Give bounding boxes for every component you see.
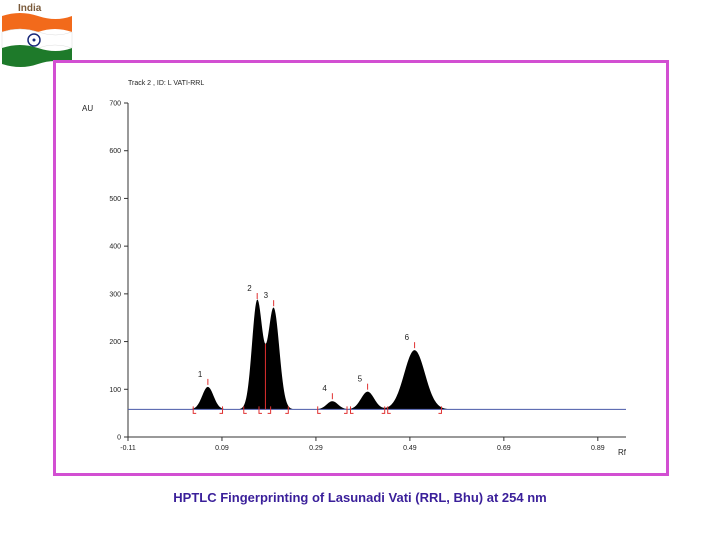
chart-caption: HPTLC Fingerprinting of Lasunadi Vati (R… — [173, 490, 547, 505]
peak-area-fill — [128, 299, 455, 410]
peak-3-boundary — [285, 406, 289, 414]
x-tick-label: 0.89 — [591, 445, 605, 452]
y-tick-label: 600 — [109, 148, 121, 155]
peak-2-boundary — [243, 406, 247, 414]
chart-track-title: Track 2 , ID: L VATI-RRL — [128, 80, 204, 87]
peak-4-boundary — [344, 406, 348, 414]
peak-3-label: 3 — [264, 291, 269, 300]
y-tick-label: 700 — [109, 101, 121, 108]
x-tick-label: 0.09 — [215, 445, 229, 452]
peak-2-boundary — [267, 406, 272, 414]
y-tick-label: 100 — [109, 387, 121, 394]
peak-4-label: 4 — [322, 384, 327, 393]
peak-4-boundary — [317, 406, 321, 414]
peak-1-label: 1 — [198, 370, 203, 379]
y-tick-label: 200 — [109, 339, 121, 346]
chart-frame: Track 2 , ID: L VATI-RRL AU Rf 0 100 200 30… — [53, 60, 669, 476]
peak-6-boundary — [387, 406, 391, 414]
peak-5-boundary — [381, 406, 386, 414]
x-tick-label: 0.69 — [497, 445, 511, 452]
india-flag: India — [0, 0, 76, 72]
y-tick-label: 300 — [109, 291, 121, 298]
flag-icon — [1, 13, 73, 67]
y-tick-label: 400 — [109, 244, 121, 251]
flag-label: India — [18, 3, 42, 14]
x-tick-label: 0.29 — [309, 445, 323, 452]
peak-5-label: 5 — [358, 375, 363, 384]
peak-6-boundary — [438, 406, 442, 414]
x-axis-label: Rf — [618, 448, 627, 457]
x-tick-label: -0.11 — [120, 445, 136, 452]
y-tick-label: 0 — [117, 435, 121, 442]
y-tick-label: 500 — [109, 196, 121, 203]
y-axis-label: AU — [82, 104, 93, 113]
hptlc-chart: Track 2 , ID: L VATI-RRL AU Rf 010020030… — [82, 80, 627, 457]
peak-1-boundary — [192, 406, 197, 414]
peak-6-label: 6 — [405, 333, 410, 342]
peak-5-boundary — [350, 406, 354, 414]
peak-3-boundary — [258, 406, 262, 414]
peak-2-label: 2 — [247, 284, 252, 293]
peak-1-boundary — [219, 406, 224, 414]
x-tick-label: 0.49 — [403, 445, 417, 452]
